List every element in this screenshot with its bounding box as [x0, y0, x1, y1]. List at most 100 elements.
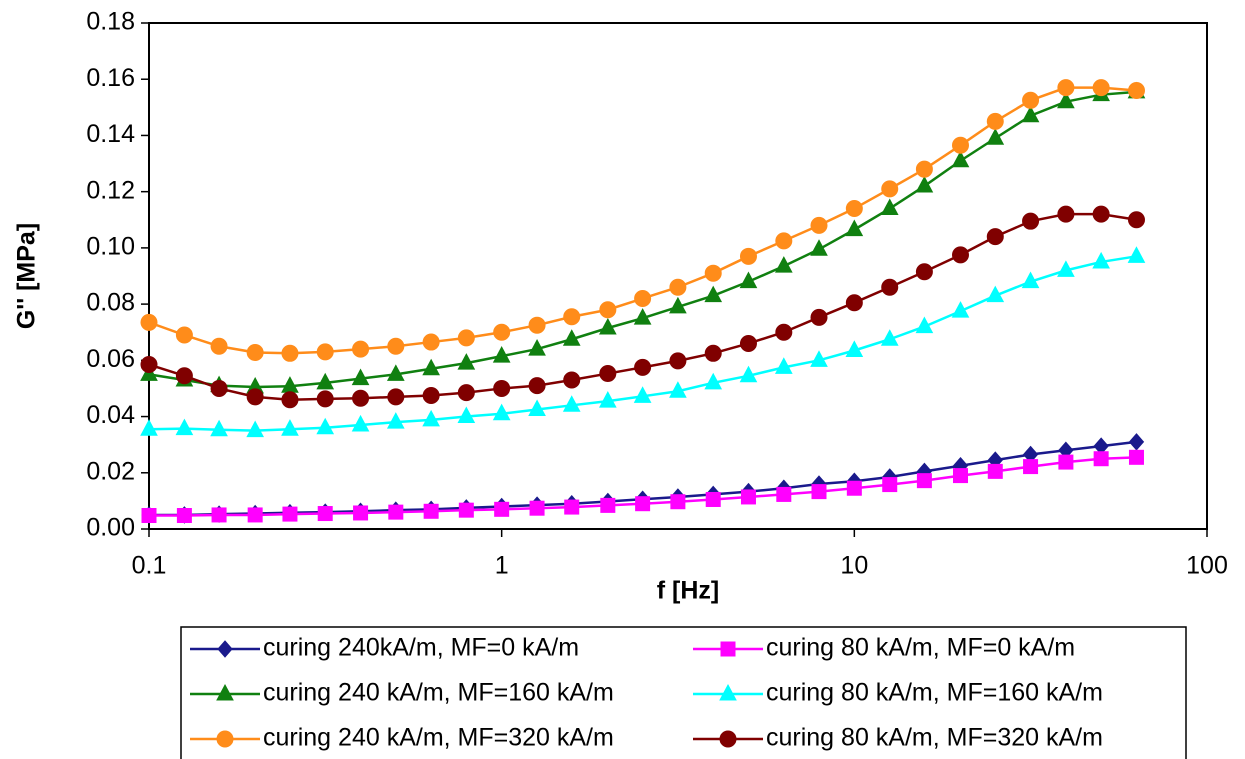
legend-marker: [217, 640, 233, 658]
legend-label: curing 80 kA/m, MF=160 kA/m: [766, 679, 1103, 707]
data-point: [670, 494, 686, 510]
data-point: [951, 150, 970, 168]
data-point: [563, 308, 581, 326]
data-point: [388, 504, 404, 520]
data-point: [1093, 451, 1109, 467]
data-point: [387, 388, 405, 406]
data-point: [881, 180, 899, 198]
data-point: [669, 381, 687, 398]
y-tick-label: 0.08: [86, 289, 135, 317]
data-point: [140, 356, 158, 374]
data-point: [246, 388, 264, 406]
data-point: [528, 316, 546, 334]
data-point: [175, 367, 193, 385]
data-point: [1092, 205, 1110, 223]
data-point: [457, 353, 476, 370]
y-tick-label: 0.18: [86, 8, 135, 36]
data-point: [915, 316, 934, 334]
data-point: [986, 285, 1005, 303]
legend-label: curing 80 kA/m, MF=0 kA/m: [766, 634, 1075, 662]
data-point: [1022, 91, 1040, 109]
data-point: [386, 364, 405, 381]
data-point: [316, 390, 334, 408]
legend-label: curing 240 kA/m, MF=320 kA/m: [263, 724, 614, 752]
data-point: [599, 301, 617, 319]
data-point: [210, 379, 228, 397]
y-tick-label: 0.14: [86, 120, 135, 148]
data-point: [739, 365, 758, 383]
data-point: [951, 301, 970, 318]
legend-marker: [720, 641, 736, 657]
x-tick-label: 100: [1186, 552, 1228, 580]
data-point: [739, 247, 757, 265]
data-point: [704, 264, 722, 282]
y-tick-label: 0.00: [86, 514, 135, 542]
data-point: [493, 323, 511, 341]
data-point: [846, 480, 862, 496]
data-point: [775, 323, 793, 341]
data-point: [880, 329, 899, 346]
data-point: [1057, 205, 1075, 223]
data-point: [915, 263, 933, 281]
data-point: [739, 334, 757, 352]
data-point: [562, 329, 581, 346]
data-point: [175, 418, 194, 436]
data-point: [881, 278, 899, 296]
x-tick-label: 0.1: [132, 552, 167, 580]
data-point: [351, 368, 370, 386]
data-point: [882, 477, 898, 493]
data-point: [811, 484, 827, 500]
data-point: [634, 358, 652, 376]
x-tick-label: 1: [495, 552, 509, 580]
data-point: [810, 216, 828, 234]
legend-label: curing 240 kA/m, MF=160 kA/m: [263, 679, 614, 707]
data-point: [986, 112, 1004, 130]
data-point: [635, 496, 651, 512]
plot-frame: [148, 22, 1208, 530]
data-point: [774, 357, 793, 374]
data-point: [1127, 211, 1145, 229]
data-point: [1022, 212, 1040, 230]
y-axis-label: G'' [MPa]: [13, 223, 41, 329]
data-point: [316, 372, 335, 390]
x-axis-label: f [Hz]: [657, 577, 719, 605]
data-point: [528, 339, 546, 356]
legend-marker: [719, 730, 737, 748]
data-point: [492, 346, 511, 363]
data-point: [563, 371, 581, 389]
data-point: [951, 136, 969, 154]
data-point: [246, 420, 264, 438]
data-point: [915, 160, 933, 178]
data-point: [282, 506, 298, 522]
data-point: [916, 473, 932, 489]
data-point: [211, 507, 227, 523]
data-point: [422, 386, 440, 404]
data-point: [704, 372, 723, 390]
data-point: [774, 256, 793, 273]
data-point: [845, 200, 863, 218]
data-point: [528, 377, 546, 395]
data-point: [317, 506, 333, 522]
data-point: [986, 128, 1005, 145]
data-point: [598, 317, 617, 335]
data-point: [915, 175, 934, 193]
data-point: [634, 289, 652, 307]
data-point: [562, 395, 581, 412]
data-point: [140, 313, 158, 331]
y-tick-label: 0.10: [86, 232, 135, 260]
data-point: [951, 246, 969, 264]
data-point: [423, 503, 439, 519]
data-point: [386, 412, 405, 429]
data-point: [281, 391, 299, 409]
data-point: [1092, 251, 1110, 269]
y-tick-label: 0.06: [86, 345, 135, 373]
data-point: [1092, 79, 1110, 97]
data-point: [353, 505, 369, 521]
data-point: [669, 296, 687, 314]
data-point: [1057, 260, 1075, 277]
data-point: [600, 497, 616, 513]
y-tick-label: 0.16: [86, 64, 135, 92]
legend-marker: [216, 683, 234, 701]
data-point: [1023, 459, 1039, 475]
